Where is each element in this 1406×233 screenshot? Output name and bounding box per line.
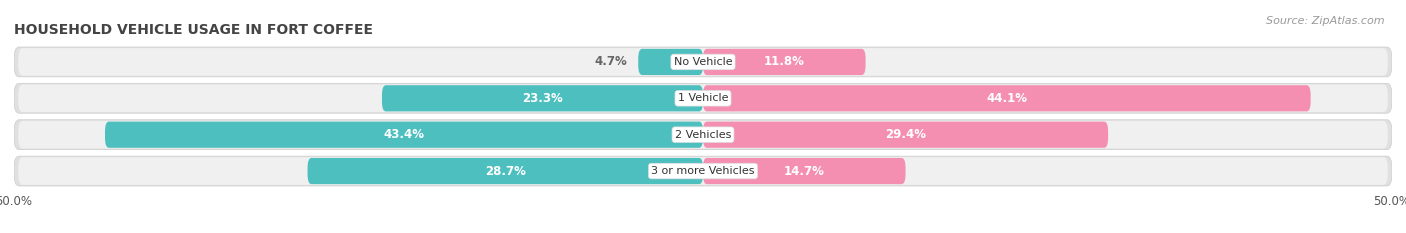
FancyBboxPatch shape bbox=[18, 157, 1388, 185]
FancyBboxPatch shape bbox=[703, 85, 1310, 111]
Text: 29.4%: 29.4% bbox=[884, 128, 927, 141]
Text: 28.7%: 28.7% bbox=[485, 164, 526, 178]
FancyBboxPatch shape bbox=[18, 85, 1388, 112]
FancyBboxPatch shape bbox=[703, 158, 905, 184]
Text: 3 or more Vehicles: 3 or more Vehicles bbox=[651, 166, 755, 176]
FancyBboxPatch shape bbox=[703, 122, 1108, 148]
FancyBboxPatch shape bbox=[14, 83, 1392, 113]
Text: 11.8%: 11.8% bbox=[763, 55, 804, 69]
FancyBboxPatch shape bbox=[18, 48, 1388, 76]
Text: 43.4%: 43.4% bbox=[384, 128, 425, 141]
Text: 23.3%: 23.3% bbox=[522, 92, 562, 105]
Text: 1 Vehicle: 1 Vehicle bbox=[678, 93, 728, 103]
FancyBboxPatch shape bbox=[14, 120, 1392, 150]
Text: HOUSEHOLD VEHICLE USAGE IN FORT COFFEE: HOUSEHOLD VEHICLE USAGE IN FORT COFFEE bbox=[14, 23, 373, 37]
Text: 4.7%: 4.7% bbox=[595, 55, 627, 69]
FancyBboxPatch shape bbox=[14, 156, 1392, 186]
FancyBboxPatch shape bbox=[382, 85, 703, 111]
FancyBboxPatch shape bbox=[703, 49, 866, 75]
Text: 44.1%: 44.1% bbox=[987, 92, 1028, 105]
Text: 2 Vehicles: 2 Vehicles bbox=[675, 130, 731, 140]
FancyBboxPatch shape bbox=[18, 121, 1388, 148]
Text: No Vehicle: No Vehicle bbox=[673, 57, 733, 67]
FancyBboxPatch shape bbox=[105, 122, 703, 148]
FancyBboxPatch shape bbox=[14, 47, 1392, 77]
Text: Source: ZipAtlas.com: Source: ZipAtlas.com bbox=[1267, 16, 1385, 26]
FancyBboxPatch shape bbox=[308, 158, 703, 184]
Text: 14.7%: 14.7% bbox=[783, 164, 825, 178]
FancyBboxPatch shape bbox=[638, 49, 703, 75]
